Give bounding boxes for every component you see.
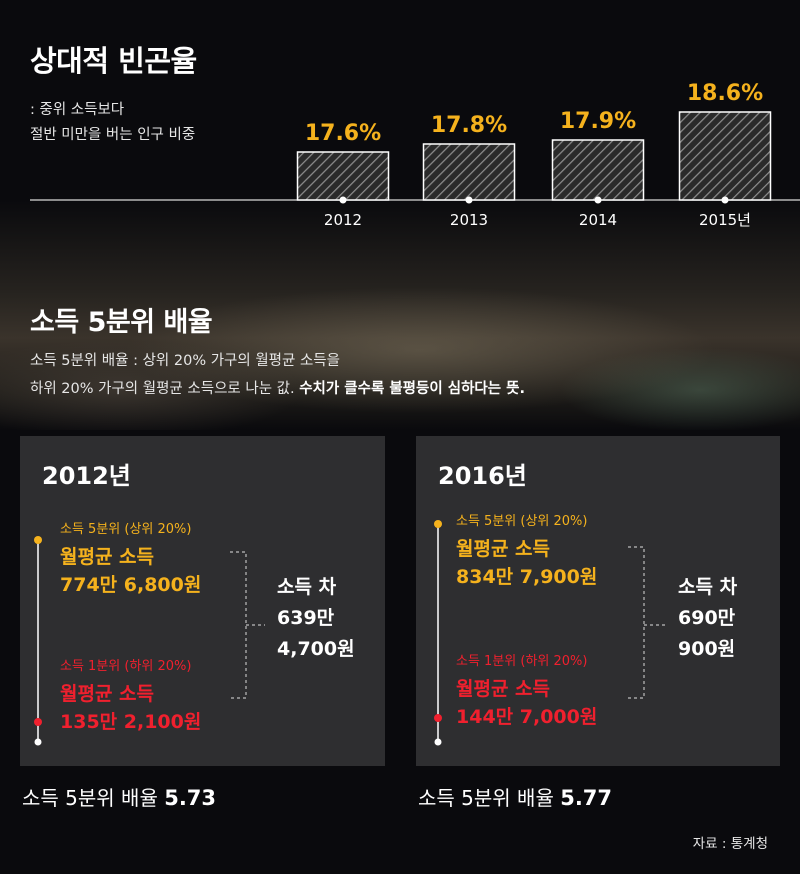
ratio-value: 5.73	[164, 786, 217, 810]
top-quintile-value: 774만 6,800원	[60, 574, 202, 596]
income-quintile-description: 소득 5분위 배율 : 상위 20% 가구의 월평균 소득을 하위 20% 가구…	[30, 347, 525, 403]
income-gap-line2: 900원	[678, 638, 736, 660]
source-note: 자료 : 통계청	[692, 836, 768, 852]
bar-value-label: 17.8%	[431, 113, 507, 138]
quintile-desc-line2: 하위 20% 가구의 월평균 소득으로 나눈 값. 수치가 클수록 불평등이 심…	[30, 375, 525, 403]
quintile-desc-line1: 소득 5분위 배율 : 상위 20% 가구의 월평균 소득을	[30, 353, 340, 369]
poverty-desc-line2: 절반 미만을 버는 인구 비중	[30, 127, 196, 143]
bottom-quintile-label: 월평균 소득	[60, 683, 155, 705]
end-marker-dot	[434, 738, 442, 746]
bottom-quintile-value: 135만 2,100원	[60, 711, 202, 733]
x-tick-label: 2014	[579, 211, 617, 229]
bar-2012	[296, 151, 390, 201]
poverty-rate-bar-chart: 17.6% 2012 17.8% 2013 17.9% 2014 18.6% 2015년	[30, 81, 800, 229]
panel-year: 2012년	[42, 462, 131, 490]
panel-2016: 2016년 소득 5분위 (상위 20%) 월평균 소득 834만 7,900원…	[416, 436, 780, 766]
income-quintile-title: 소득 5분위 배율	[30, 307, 213, 338]
bottom-quintile-caption: 소득 1분위 (하위 20%)	[456, 654, 588, 669]
top-quintile-caption: 소득 5분위 (상위 20%)	[456, 514, 588, 529]
axis-tick-dot	[721, 196, 729, 204]
top-quintile-block: 소득 5분위 (상위 20%) 월평균 소득 774만 6,800원	[60, 518, 201, 599]
axis-tick-dot	[465, 196, 473, 204]
top-quintile-caption: 소득 5분위 (상위 20%)	[60, 522, 192, 537]
top-marker-dot	[434, 520, 442, 528]
bar-value-label: 17.6%	[305, 121, 381, 146]
income-gap-label: 소득 차	[678, 576, 738, 598]
income-gap-label: 소득 차	[277, 576, 337, 598]
top-marker-dot	[34, 536, 42, 544]
income-gap-line2: 4,700원	[277, 638, 355, 660]
income-gap-line1: 690만	[678, 607, 736, 629]
bar-2014	[551, 139, 645, 201]
bottom-marker-dot	[34, 718, 42, 726]
top-quintile-label: 월평균 소득	[456, 538, 551, 560]
bar-value-label: 17.9%	[560, 109, 636, 134]
ratio-label: 소득 5분위 배율	[22, 786, 158, 810]
ratio-2016: 소득 5분위 배율 5.77	[418, 782, 612, 811]
bar-2013	[422, 143, 516, 201]
ratio-2012: 소득 5분위 배율 5.73	[22, 782, 216, 811]
poverty-rate-description: : 중위 소득보다 절반 미만을 버는 인구 비중	[30, 98, 195, 148]
top-quintile-block: 소득 5분위 (상위 20%) 월평균 소득 834만 7,900원	[456, 510, 597, 591]
bottom-quintile-label: 월평균 소득	[456, 678, 551, 700]
x-tick-label: 2015년	[699, 211, 751, 229]
bottom-marker-dot	[434, 714, 442, 722]
quintile-desc-bold: 수치가 클수록 불평등이 심하다는 뜻.	[299, 381, 526, 397]
end-marker-dot	[34, 738, 42, 746]
bottom-quintile-block: 소득 1분위 (하위 20%) 월평균 소득 144만 7,000원	[456, 650, 597, 731]
income-gap: 소득 차 639만 4,700원	[277, 572, 355, 665]
panel-2012: 2012년 소득 5분위 (상위 20%) 월평균 소득 774만 6,800원…	[20, 436, 385, 766]
quintile-desc-plain: 하위 20% 가구의 월평균 소득으로 나눈 값.	[30, 381, 295, 397]
bar-value-label: 18.6%	[687, 81, 763, 106]
poverty-rate-title: 상대적 빈곤율	[30, 44, 197, 78]
axis-tick-dot	[594, 196, 602, 204]
night-city-background	[0, 200, 800, 430]
bar-2015년	[678, 111, 772, 201]
bottom-quintile-value: 144만 7,000원	[456, 706, 598, 728]
x-tick-label: 2013	[450, 211, 488, 229]
income-gap: 소득 차 690만 900원	[678, 572, 737, 665]
ratio-label: 소득 5분위 배율	[418, 786, 554, 810]
panel-connector-lines	[434, 520, 665, 746]
bottom-quintile-caption: 소득 1분위 (하위 20%)	[60, 659, 192, 674]
ratio-value: 5.77	[560, 786, 613, 810]
panel-year: 2016년	[438, 462, 527, 490]
panel-connector-lines	[34, 536, 265, 746]
income-gap-line1: 639만	[277, 607, 335, 629]
top-quintile-label: 월평균 소득	[60, 546, 155, 568]
top-quintile-value: 834만 7,900원	[456, 566, 598, 588]
x-tick-label: 2012	[324, 211, 362, 229]
bottom-quintile-block: 소득 1분위 (하위 20%) 월평균 소득 135만 2,100원	[60, 655, 201, 736]
axis-tick-dot	[339, 196, 347, 204]
poverty-desc-line1: : 중위 소득보다	[30, 102, 125, 118]
